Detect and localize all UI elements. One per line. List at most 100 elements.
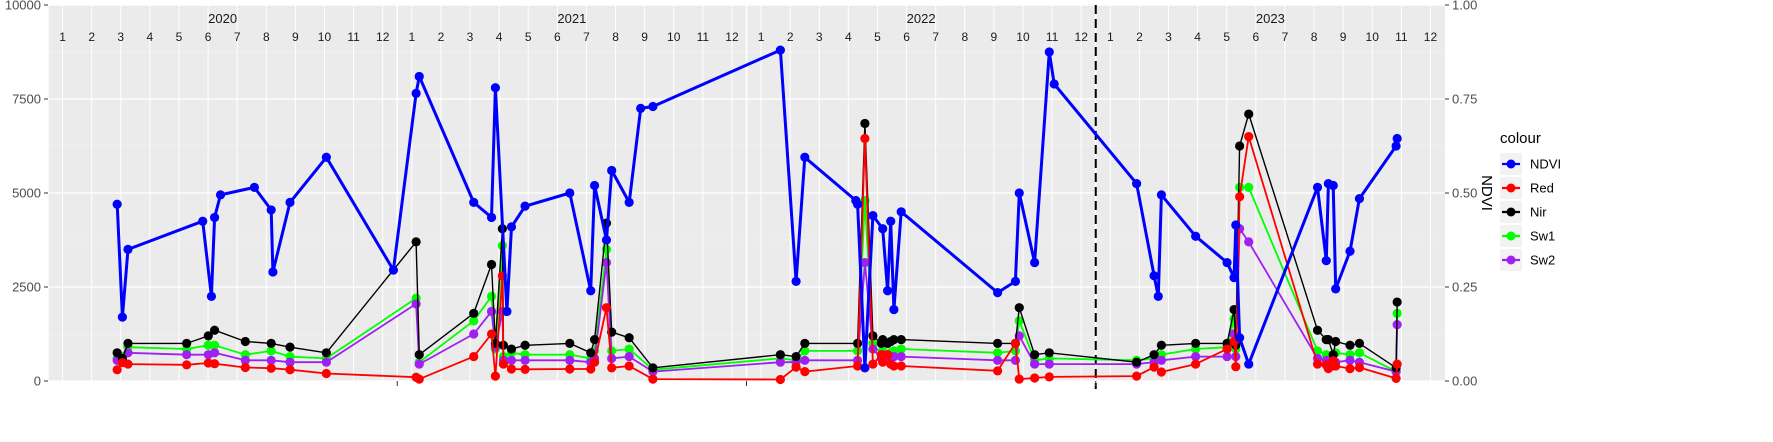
point-nir bbox=[506, 344, 517, 354]
point-ndvi bbox=[565, 188, 575, 198]
tick-label-left: 5000 bbox=[12, 186, 41, 201]
point-red bbox=[586, 364, 596, 374]
point-nir bbox=[586, 348, 596, 358]
point-red bbox=[1391, 373, 1401, 383]
point-red bbox=[1010, 338, 1021, 348]
point-red bbox=[1312, 359, 1323, 369]
point-sw2 bbox=[1345, 355, 1355, 365]
point-ndvi bbox=[1345, 246, 1355, 256]
point-nir bbox=[469, 308, 479, 318]
point-red bbox=[624, 361, 634, 371]
month-label: 3 bbox=[467, 30, 474, 44]
point-ndvi bbox=[607, 165, 617, 176]
point-ndvi bbox=[1231, 220, 1241, 230]
month-label: 8 bbox=[1311, 30, 1318, 44]
point-red bbox=[1231, 362, 1241, 372]
point-red bbox=[800, 367, 810, 377]
point-red bbox=[878, 357, 888, 367]
point-ndvi bbox=[321, 152, 331, 162]
point-red bbox=[520, 364, 530, 374]
point-ndvi bbox=[889, 304, 899, 315]
point-red bbox=[1014, 374, 1024, 384]
point-ndvi bbox=[1321, 256, 1331, 266]
point-sw2 bbox=[896, 351, 906, 362]
year-label: 2021 bbox=[557, 11, 586, 26]
point-red bbox=[589, 357, 600, 367]
month-label: 6 bbox=[554, 30, 561, 44]
month-label: 1 bbox=[758, 30, 765, 44]
y-axis-right-title: NDVI bbox=[1478, 175, 1495, 211]
legend-item-sw2[interactable]: Sw2 bbox=[1500, 249, 1555, 271]
year-label: 2022 bbox=[907, 11, 936, 26]
legend-key-point bbox=[1506, 207, 1516, 217]
point-red bbox=[240, 362, 250, 373]
point-ndvi bbox=[1030, 257, 1040, 268]
point-nir bbox=[860, 118, 870, 129]
point-ndvi bbox=[601, 235, 612, 245]
point-red bbox=[1345, 363, 1355, 374]
point-sw2 bbox=[1191, 351, 1201, 362]
point-sw1 bbox=[486, 291, 497, 301]
point-sw2 bbox=[1156, 355, 1167, 365]
point-nir bbox=[1014, 303, 1024, 313]
legend-label: Red bbox=[1530, 181, 1554, 196]
month-label: 11 bbox=[697, 30, 710, 44]
point-red bbox=[601, 303, 612, 313]
point-red bbox=[852, 361, 863, 371]
point-nir bbox=[1030, 350, 1040, 360]
month-label: 7 bbox=[932, 30, 939, 44]
point-nir bbox=[203, 331, 213, 341]
point-nir bbox=[414, 350, 424, 360]
point-red bbox=[1323, 363, 1333, 374]
point-sw1 bbox=[800, 346, 810, 356]
month-label: 8 bbox=[263, 30, 270, 44]
point-sw1 bbox=[209, 340, 220, 350]
month-label: 5 bbox=[874, 30, 881, 44]
legend-key-point bbox=[1506, 183, 1516, 193]
point-nir bbox=[1323, 335, 1333, 345]
legend-item-ndvi[interactable]: NDVI bbox=[1500, 153, 1561, 175]
point-sw2 bbox=[800, 355, 810, 365]
point-red bbox=[209, 359, 220, 369]
point-nir bbox=[1392, 297, 1402, 307]
point-red bbox=[1149, 362, 1159, 372]
point-red bbox=[889, 361, 899, 371]
month-label: 12 bbox=[1424, 30, 1438, 44]
point-sw2 bbox=[469, 329, 479, 339]
month-label: 5 bbox=[525, 30, 532, 44]
point-ndvi bbox=[285, 197, 295, 207]
month-label: 8 bbox=[961, 30, 968, 44]
month-label: 4 bbox=[1194, 30, 1201, 44]
legend-item-sw1[interactable]: Sw1 bbox=[1500, 225, 1555, 247]
month-label: 4 bbox=[496, 30, 503, 44]
series-layer bbox=[112, 45, 1402, 385]
point-ndvi bbox=[411, 88, 421, 98]
point-ndvi bbox=[268, 267, 278, 277]
legend-item-red[interactable]: Red bbox=[1500, 177, 1554, 199]
y-axis-right: 0.00 0.25 0.50 0.75 1.00 bbox=[1445, 0, 1477, 389]
point-sw1 bbox=[1354, 348, 1365, 358]
point-nir bbox=[1132, 357, 1142, 367]
point-red bbox=[469, 351, 479, 362]
tick-label-left: 2500 bbox=[12, 280, 41, 295]
point-sw2 bbox=[860, 257, 870, 268]
point-ndvi bbox=[1156, 190, 1167, 200]
point-nir bbox=[1235, 141, 1245, 151]
point-sw2 bbox=[1222, 351, 1232, 362]
point-sw2 bbox=[321, 357, 331, 367]
legend-label: NDVI bbox=[1530, 157, 1561, 172]
point-nir bbox=[209, 325, 220, 335]
point-ndvi bbox=[1391, 141, 1401, 151]
legend[interactable]: colour NDVI Red Nir Sw1 Sw2 bbox=[1500, 130, 1561, 271]
point-sw1 bbox=[1244, 182, 1254, 192]
legend-item-nir[interactable]: Nir bbox=[1500, 201, 1547, 223]
point-red bbox=[1222, 344, 1232, 354]
point-ndvi bbox=[1153, 291, 1163, 301]
point-red bbox=[1331, 361, 1341, 371]
point-nir bbox=[486, 259, 497, 270]
point-red bbox=[896, 361, 906, 371]
point-sw2 bbox=[285, 357, 295, 367]
month-label: 11 bbox=[347, 30, 360, 44]
point-nir bbox=[411, 237, 421, 247]
point-ndvi bbox=[1328, 180, 1338, 191]
